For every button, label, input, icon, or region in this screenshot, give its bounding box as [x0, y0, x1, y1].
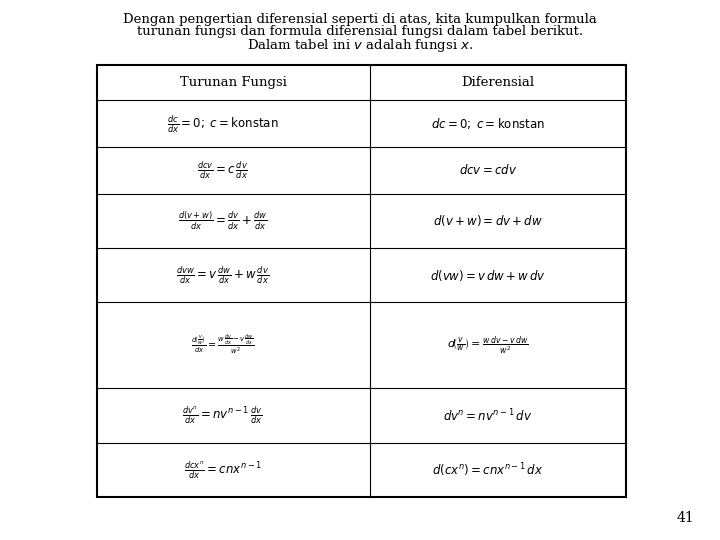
Text: Turunan Fungsi: Turunan Fungsi	[180, 76, 287, 89]
Text: $d\!\left(\frac{v}{w}\right) = \frac{w\,dv - v\,dw}{w^2}$: $d\!\left(\frac{v}{w}\right) = \frac{w\,…	[447, 334, 528, 357]
Text: $dv^n = nv^{n-1}\,dv$: $dv^n = nv^{n-1}\,dv$	[443, 407, 533, 424]
Text: $dcv = cdv$: $dcv = cdv$	[459, 164, 517, 178]
Text: $d(v+w) = dv + dw$: $d(v+w) = dv + dw$	[433, 213, 543, 228]
Text: $dc = 0; \; c = \mathrm{konstan}$: $dc = 0; \; c = \mathrm{konstan}$	[431, 116, 545, 131]
Text: $d(cx^n) = cnx^{n-1}\,dx$: $d(cx^n) = cnx^{n-1}\,dx$	[432, 461, 544, 478]
Text: Dengan pengertian diferensial seperti di atas, kita kumpulkan formula: Dengan pengertian diferensial seperti di…	[123, 14, 597, 26]
Text: $\frac{dcv}{dx} = c\,\frac{dv}{dx}$: $\frac{dcv}{dx} = c\,\frac{dv}{dx}$	[197, 160, 248, 181]
Text: Diferensial: Diferensial	[462, 76, 535, 89]
Text: $\frac{dc}{dx} = 0; \; c = \mathrm{konstan}$: $\frac{dc}{dx} = 0; \; c = \mathrm{konst…	[167, 113, 279, 134]
Text: $\frac{dvw}{dx} = v\,\frac{dw}{dx} + w\,\frac{dv}{dx}$: $\frac{dvw}{dx} = v\,\frac{dw}{dx} + w\,…	[176, 264, 269, 286]
Text: 41: 41	[677, 511, 695, 525]
Bar	[97, 65, 626, 497]
Text: Dalam tabel ini $v$ adalah fungsi $x$.: Dalam tabel ini $v$ adalah fungsi $x$.	[247, 37, 473, 54]
Text: $\frac{d(v+w)}{dx} = \frac{dv}{dx} + \frac{dw}{dx}$: $\frac{d(v+w)}{dx} = \frac{dv}{dx} + \fr…	[178, 210, 267, 232]
Text: $\frac{dcx^n}{dx} = cnx^{n-1}$: $\frac{dcx^n}{dx} = cnx^{n-1}$	[184, 459, 261, 481]
Text: $\frac{dv^n}{dx} = nv^{n-1}\,\frac{dv}{dx}$: $\frac{dv^n}{dx} = nv^{n-1}\,\frac{dv}{d…	[182, 404, 263, 427]
Text: $d(vw) = v\,dw + w\,dv$: $d(vw) = v\,dw + w\,dv$	[430, 268, 546, 282]
Text: $\frac{d\!\left(\frac{v}{w}\right)}{dx} = \frac{w\,\frac{dv}{dx} - v\,\frac{dw}{: $\frac{d\!\left(\frac{v}{w}\right)}{dx} …	[191, 333, 254, 357]
Text: turunan fungsi dan formula diferensial fungsi dalam tabel berikut.: turunan fungsi dan formula diferensial f…	[137, 25, 583, 38]
